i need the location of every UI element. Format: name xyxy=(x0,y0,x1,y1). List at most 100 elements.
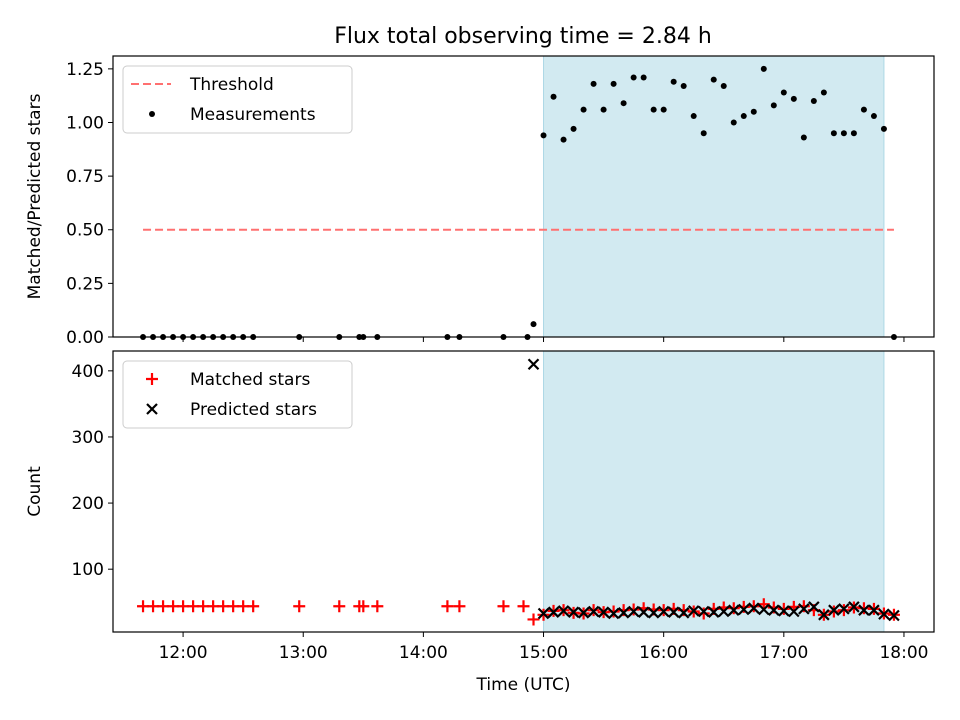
predicted-star-point xyxy=(788,605,800,618)
matched-star-point xyxy=(697,607,710,620)
measurement-point xyxy=(880,125,887,132)
y-tick-label: 200 xyxy=(72,494,104,514)
y-tick-label: 1.25 xyxy=(66,60,104,80)
matched-star-point xyxy=(147,600,160,613)
matched-star-point xyxy=(607,605,620,618)
predicted-star-point xyxy=(617,607,630,619)
predicted-star-point xyxy=(828,604,840,616)
measurement-point xyxy=(570,125,577,132)
predicted-star-point xyxy=(707,606,720,618)
measurement-point xyxy=(530,321,537,328)
predicted-star-point xyxy=(727,604,740,616)
measurement-point xyxy=(600,106,607,113)
y-tick-label: 100 xyxy=(72,560,104,580)
predicted-star-point xyxy=(717,605,730,618)
measurement-point xyxy=(710,76,717,83)
matched-star-point xyxy=(857,602,870,615)
measurement-point xyxy=(630,74,637,81)
predicted-star-point xyxy=(868,604,880,616)
predicted-star-point xyxy=(527,358,540,371)
measurement-point xyxy=(780,89,787,96)
predicted-star-point xyxy=(758,603,770,616)
predicted-star-point xyxy=(858,604,870,616)
x-tick-label: 14:00 xyxy=(399,643,448,663)
measurement-point xyxy=(850,130,857,137)
matched-star-point xyxy=(247,600,260,613)
predicted-star-point xyxy=(547,606,560,618)
matched-star-point xyxy=(747,600,760,613)
matched-star-point xyxy=(777,602,790,615)
matched-star-point xyxy=(177,600,190,613)
measurement-point xyxy=(720,83,727,90)
predicted-star-point xyxy=(587,605,600,618)
observing-window-band xyxy=(543,55,885,338)
matched-star-point xyxy=(137,600,150,613)
legend-label: Measurements xyxy=(190,105,316,125)
predicted-star-point xyxy=(607,607,620,620)
predicted-star-point xyxy=(848,601,860,613)
predicted-star-point xyxy=(798,603,810,615)
y-tick-label: 0.25 xyxy=(66,274,104,294)
measurement-point xyxy=(740,113,747,120)
measurement-point xyxy=(640,74,647,81)
legend-label: Matched stars xyxy=(190,370,310,390)
predicted-star-point xyxy=(667,606,680,618)
predicted-star-point xyxy=(768,604,780,616)
measurement-point xyxy=(540,132,547,139)
predicted-star-point xyxy=(697,605,710,618)
legend: Threshold Measurements xyxy=(122,65,353,134)
legend-measurement-swatch xyxy=(149,111,155,117)
measurement-point xyxy=(730,119,737,126)
predicted-star-point xyxy=(677,607,690,619)
plot-frame xyxy=(112,55,935,338)
y-tick-label: 300 xyxy=(72,428,104,448)
bottom-panel: 100 200 300 400 12:00 13:00 14:00 15:00 16:00 17:… xyxy=(25,350,935,695)
matched-star-point xyxy=(517,600,530,613)
predicted-star-point xyxy=(537,607,550,620)
measurement-point xyxy=(620,100,627,107)
predicted-star-point xyxy=(567,606,580,618)
predicted-star-point xyxy=(637,606,650,618)
matched-star-point xyxy=(187,600,200,613)
measurement-point xyxy=(610,80,617,87)
x-tick-label: 18:00 xyxy=(879,643,928,663)
legend-label: Predicted stars xyxy=(190,400,317,420)
predicted-star-point xyxy=(687,605,700,617)
y-axis-label: Count xyxy=(25,466,45,517)
y-tick-label: 400 xyxy=(72,362,104,382)
y-tick-label: 0.50 xyxy=(66,221,104,241)
matched-star-point xyxy=(627,603,640,616)
matched-star-point xyxy=(333,600,346,613)
matched-star-point xyxy=(167,600,180,613)
predicted-star-point xyxy=(878,608,890,620)
measurement-point xyxy=(750,108,757,115)
matched-star-point xyxy=(227,600,240,613)
measurement-point xyxy=(800,134,807,141)
matched-star-point xyxy=(727,602,740,615)
y-tick-label: 1.00 xyxy=(66,113,104,133)
measurement-point xyxy=(760,65,767,72)
matched-star-point xyxy=(207,600,220,613)
predicted-star-point xyxy=(748,602,760,614)
matched-star-point xyxy=(357,600,370,613)
measurement-point xyxy=(660,106,667,113)
predicted-star-point xyxy=(737,603,750,616)
x-tick-label: 16:00 xyxy=(639,643,688,663)
matched-star-point xyxy=(371,600,384,613)
measurement-point xyxy=(810,98,817,105)
y-tick-label: 0.75 xyxy=(66,167,104,187)
measurement-point xyxy=(790,95,797,102)
measurement-point xyxy=(840,130,847,137)
x-tick-label: 15:00 xyxy=(519,643,568,663)
predicted-star-point xyxy=(808,601,820,613)
measurement-point xyxy=(680,83,687,90)
measurement-point xyxy=(580,106,587,113)
measurement-point xyxy=(830,130,837,137)
matched-star-point xyxy=(237,600,250,613)
measurement-point xyxy=(870,113,877,120)
measurement-point xyxy=(770,102,777,109)
predicted-star-point xyxy=(647,607,660,619)
matched-star-point xyxy=(453,600,466,613)
observing-window-band xyxy=(543,350,885,633)
